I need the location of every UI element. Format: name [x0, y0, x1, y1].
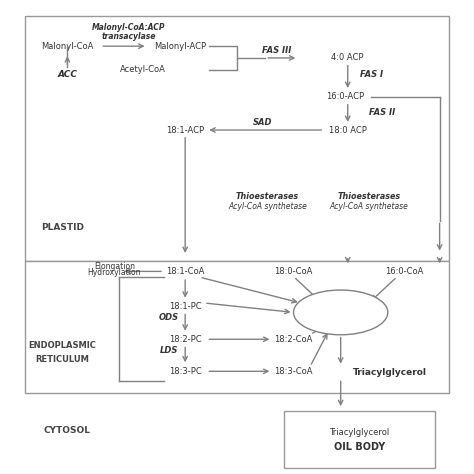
Text: SAD: SAD: [253, 118, 273, 128]
Text: ENDOPLASMIC: ENDOPLASMIC: [29, 341, 97, 350]
Text: Acyl-CoA pool: Acyl-CoA pool: [312, 308, 370, 317]
Text: LDS: LDS: [159, 346, 178, 355]
Text: Malonyl-ACP: Malonyl-ACP: [155, 42, 207, 51]
Text: 18:2-CoA: 18:2-CoA: [274, 335, 313, 344]
Text: transacylase: transacylase: [101, 32, 156, 41]
Text: FAS II: FAS II: [369, 108, 395, 117]
Text: 18:3-CoA: 18:3-CoA: [274, 367, 313, 376]
Text: Elongation: Elongation: [94, 262, 135, 271]
Text: CYTOSOL: CYTOSOL: [44, 426, 91, 435]
Text: Acyl-CoA synthetase: Acyl-CoA synthetase: [329, 202, 409, 211]
Text: 18:0 ACP: 18:0 ACP: [329, 126, 367, 135]
Text: Acetyl-CoA: Acetyl-CoA: [120, 65, 166, 74]
Text: OIL BODY: OIL BODY: [334, 442, 385, 452]
Text: ACC: ACC: [57, 70, 77, 79]
Text: Triacylglycerol: Triacylglycerol: [329, 428, 390, 437]
Text: Thioesterases: Thioesterases: [337, 192, 401, 201]
Text: Acyl-CoA synthetase: Acyl-CoA synthetase: [228, 202, 307, 211]
Text: Malonyl-CoA: Malonyl-CoA: [41, 42, 93, 51]
Text: 18:0-CoA: 18:0-CoA: [274, 267, 313, 276]
Text: 16:0-CoA: 16:0-CoA: [385, 267, 423, 276]
Text: 18:1-ACP: 18:1-ACP: [166, 126, 204, 135]
Ellipse shape: [293, 290, 388, 335]
Text: 18:1-PC: 18:1-PC: [169, 302, 201, 311]
Text: 4:0 ACP: 4:0 ACP: [331, 54, 364, 63]
Text: Thioesterases: Thioesterases: [236, 192, 299, 201]
Text: 16:0-ACP: 16:0-ACP: [326, 92, 365, 101]
Text: RETICULUM: RETICULUM: [36, 355, 90, 364]
FancyBboxPatch shape: [25, 261, 449, 392]
Text: Hydroxylation: Hydroxylation: [88, 268, 141, 277]
Text: FAS III: FAS III: [263, 46, 292, 55]
Text: 18:3-PC: 18:3-PC: [169, 367, 201, 376]
Text: PLASTID: PLASTID: [41, 223, 84, 232]
Text: Triacylglycerol: Triacylglycerol: [353, 368, 427, 377]
FancyBboxPatch shape: [284, 411, 435, 468]
Text: 18:1-CoA: 18:1-CoA: [166, 267, 204, 276]
Text: ODS: ODS: [159, 313, 179, 321]
Text: FAS I: FAS I: [359, 70, 383, 79]
Text: 18:2-PC: 18:2-PC: [169, 335, 201, 344]
Text: Malonyl-CoA:ACP: Malonyl-CoA:ACP: [92, 23, 165, 32]
FancyBboxPatch shape: [25, 16, 449, 261]
